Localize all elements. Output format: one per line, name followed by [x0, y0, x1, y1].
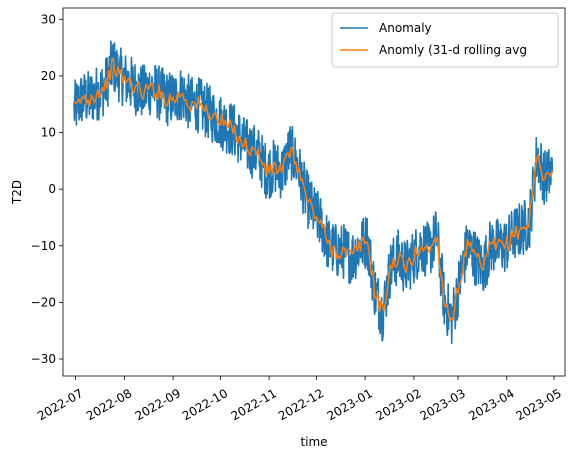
y-tick-label: 30 [41, 12, 56, 26]
rolling-avg-line [73, 57, 554, 322]
y-tick-label: 20 [41, 69, 56, 83]
legend: Anomaly Anomly (31-d rolling avg [331, 12, 559, 68]
y-tick-label: −30 [31, 352, 56, 366]
legend-label-anomaly: Anomaly [379, 21, 432, 35]
y-tick-label: −20 [31, 295, 56, 309]
y-tick-label: −10 [31, 239, 56, 253]
series-layer [73, 40, 554, 345]
x-axis-label: time [300, 435, 327, 449]
legend-label-rolling-avg: Anomly (31-d rolling avg [379, 43, 527, 57]
legend-box [331, 12, 559, 68]
y-axis-label: T2D [10, 180, 24, 205]
y-tick-label: 0 [48, 182, 56, 196]
y-axis-ticks: −30 −20 −10 0 10 20 30 [31, 12, 63, 366]
y-tick-label: 10 [41, 126, 56, 140]
plot-frame [62, 7, 566, 377]
